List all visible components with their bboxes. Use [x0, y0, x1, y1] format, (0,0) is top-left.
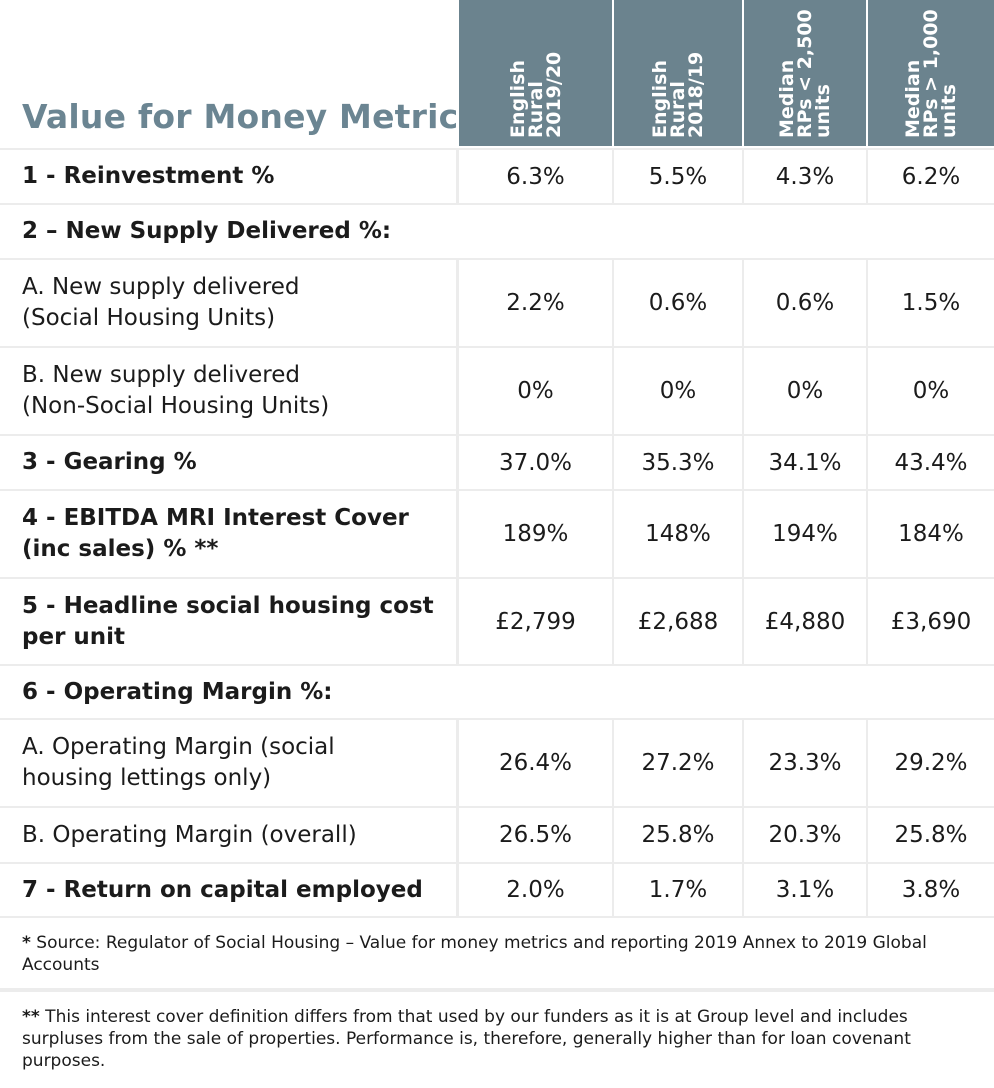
row-label-text: 4 - EBITDA MRI Interest Cover (inc sales… [22, 505, 409, 562]
column-header: Median RPs < 2,500 units [744, 0, 866, 146]
table-row: 6 - Operating Margin %: [0, 664, 994, 720]
value-cell: 0% [614, 348, 742, 434]
row-label: A. Operating Margin (social housing lett… [0, 720, 456, 806]
column-header-line: 2019/20 [542, 51, 565, 138]
footnotes: * Source: Regulator of Social Housing – … [0, 918, 994, 1088]
value-cell: 37.0% [459, 436, 612, 489]
value-cell: 194% [744, 491, 866, 577]
column-header-line: 2018/19 [685, 51, 707, 138]
value-cell: 189% [459, 491, 612, 577]
column-header: English Rural 2019/20 [459, 0, 612, 146]
table-row: B. New supply delivered (Non-Social Hous… [0, 346, 994, 436]
value-cell: 35.3% [614, 436, 742, 489]
row-label: 1 - Reinvestment % [0, 150, 456, 203]
value-cell: 29.2% [868, 720, 994, 806]
value-cell: £2,688 [614, 579, 742, 664]
row-label-text: 5 - Headline social housing cost per uni… [22, 592, 434, 650]
value-cell: 184% [868, 491, 994, 577]
column-header-label: Median RPs > 1,000 units [902, 0, 960, 138]
row-label-text: 6 - Operating Margin %: [22, 678, 333, 705]
table-row: 5 - Headline social housing cost per uni… [0, 577, 994, 666]
value-cell: 3.8% [868, 864, 994, 916]
value-cell: 148% [614, 491, 742, 577]
value-cell: 27.2% [614, 720, 742, 806]
row-label: 3 - Gearing % [0, 436, 456, 489]
value-cell: 2.0% [459, 864, 612, 916]
row-label: A. New supply delivered (Social Housing … [0, 260, 456, 346]
value-cell: 25.8% [614, 808, 742, 862]
row-label: 6 - Operating Margin %: [0, 666, 994, 718]
row-label-text: 7 - Return on capital employed [22, 876, 423, 903]
value-cell: £3,690 [868, 579, 994, 664]
row-label-text: B. Operating Margin (overall) [22, 821, 357, 848]
row-label: 7 - Return on capital employed [0, 864, 456, 916]
table-row: 2 – New Supply Delivered %: [0, 203, 994, 260]
footnote-text: Source: Regulator of Social Housing – Va… [22, 933, 927, 975]
value-cell: 26.4% [459, 720, 612, 806]
value-cell: 0.6% [744, 260, 866, 346]
row-label: 5 - Headline social housing cost per uni… [0, 579, 456, 664]
column-header-label: English Rural 2018/19 [649, 0, 707, 138]
column-header: English Rural 2018/19 [614, 0, 742, 146]
table-row: A. New supply delivered (Social Housing … [0, 258, 994, 348]
value-cell: 0% [459, 348, 612, 434]
column-header: Median RPs > 1,000 units [868, 0, 994, 146]
row-label: B. New supply delivered (Non-Social Hous… [0, 348, 456, 434]
table-header: Value for Money Metric English Rural 2019/… [0, 0, 994, 148]
value-cell: 6.3% [459, 150, 612, 203]
footnote-marker: ** [22, 1007, 40, 1027]
value-cell: 1.5% [868, 260, 994, 346]
value-cell: 23.3% [744, 720, 866, 806]
metric-column-title: Value for Money Metric [22, 97, 459, 136]
row-label-text: 3 - Gearing % [22, 449, 197, 475]
column-header-line: Rural [524, 81, 547, 138]
footnote-marker: * [22, 933, 31, 953]
value-cell: 0% [868, 348, 994, 434]
value-cell: 34.1% [744, 436, 866, 489]
value-cell: 0% [744, 348, 866, 434]
table-row: 4 - EBITDA MRI Interest Cover (inc sales… [0, 489, 994, 579]
value-cell: 3.1% [744, 864, 866, 916]
column-header-line: units [812, 84, 834, 138]
row-label-text: B. New supply delivered (Non-Social Hous… [22, 362, 330, 419]
footnote-divider [0, 988, 994, 992]
value-cell: 26.5% [459, 808, 612, 862]
row-label: 4 - EBITDA MRI Interest Cover (inc sales… [0, 491, 456, 577]
column-header-label: Median RPs < 2,500 units [776, 0, 834, 138]
value-cell: £2,799 [459, 579, 612, 664]
row-label: B. Operating Margin (overall) [0, 808, 456, 862]
value-cell: 25.8% [868, 808, 994, 862]
row-label-text: A. New supply delivered (Social Housing … [22, 274, 300, 331]
column-header-line: English [506, 60, 529, 138]
value-cell: 1.7% [614, 864, 742, 916]
value-cell: 4.3% [744, 150, 866, 203]
value-cell: 43.4% [868, 436, 994, 489]
table-row: 7 - Return on capital employed 2.0% 1.7% 3.… [0, 862, 994, 918]
row-label: 2 – New Supply Delivered %: [0, 205, 994, 258]
table-row: A. Operating Margin (social housing lett… [0, 718, 994, 808]
footnote-source: * Source: Regulator of Social Housing – … [22, 932, 972, 976]
value-cell: 6.2% [868, 150, 994, 203]
value-cell: 20.3% [744, 808, 866, 862]
value-cell: 0.6% [614, 260, 742, 346]
table-row: 1 - Reinvestment % 6.3% 5.5% 4.3% 6.2% [0, 148, 994, 205]
column-header-line: units [938, 84, 960, 138]
row-label-text: 1 - Reinvestment % [22, 163, 275, 189]
row-label-text: A. Operating Margin (social housing lett… [22, 734, 335, 791]
footnote-text: This interest cover definition differs f… [22, 1007, 911, 1071]
row-label-text: 2 – New Supply Delivered %: [22, 218, 392, 244]
column-header-label: English Rural 2019/20 [507, 0, 565, 138]
footnote-interest-cover: ** This interest cover definition differ… [22, 1006, 972, 1072]
value-cell: 5.5% [614, 150, 742, 203]
table-row: B. Operating Margin (overall) 26.5% 25.8% 2… [0, 806, 994, 864]
value-cell: 2.2% [459, 260, 612, 346]
value-cell: £4,880 [744, 579, 866, 664]
table-row: 3 - Gearing % 37.0% 35.3% 34.1% 43.4% [0, 434, 994, 491]
